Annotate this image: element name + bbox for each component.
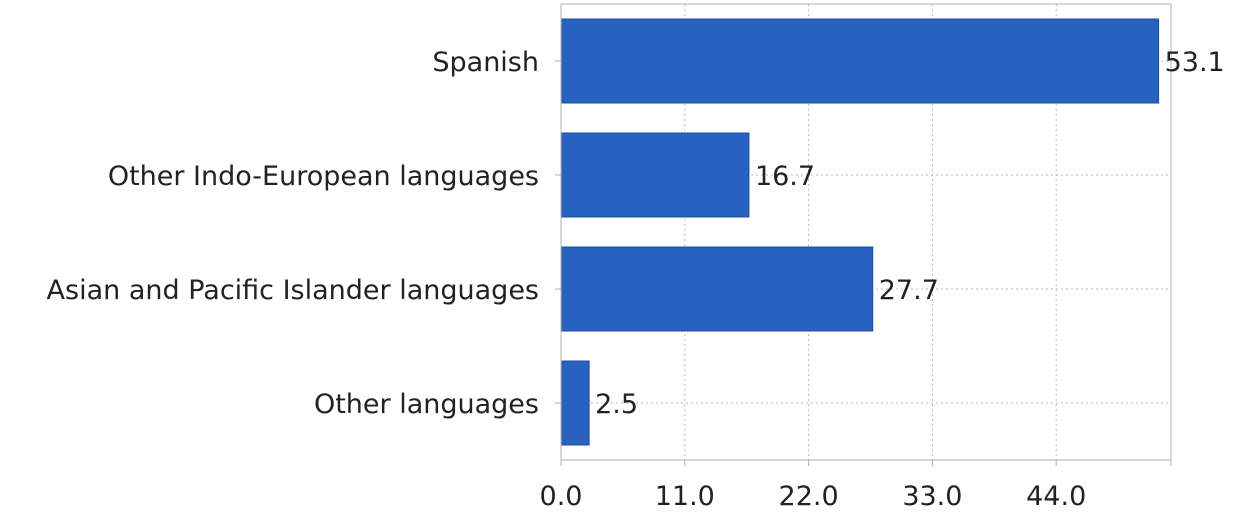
value-label: 2.5 [595, 389, 638, 420]
value-label: 27.7 [879, 275, 939, 306]
x-tick-label: 44.0 [1026, 481, 1086, 512]
bar [560, 18, 1160, 104]
category-label: Other languages [314, 389, 539, 420]
label-layer: 0.0 11.0 22.0 33.0 44.0 Spanish 53.1 Other Indo… [47, 47, 1225, 512]
bar [560, 132, 750, 218]
category-label: Other Indo-European languages [108, 161, 539, 192]
value-label: 53.1 [1165, 47, 1225, 78]
x-tick-label: 33.0 [902, 481, 962, 512]
axis-layer [555, 3, 1172, 466]
bar [560, 246, 874, 332]
bar [560, 360, 590, 446]
category-label: Asian and Pacific Islander languages [47, 275, 539, 306]
category-label: Spanish [432, 47, 539, 78]
bar-layer [560, 18, 1160, 446]
x-tick-label: 22.0 [779, 481, 839, 512]
x-tick-label: 11.0 [655, 481, 715, 512]
value-label: 16.7 [755, 161, 815, 192]
x-tick-label: 0.0 [540, 481, 583, 512]
